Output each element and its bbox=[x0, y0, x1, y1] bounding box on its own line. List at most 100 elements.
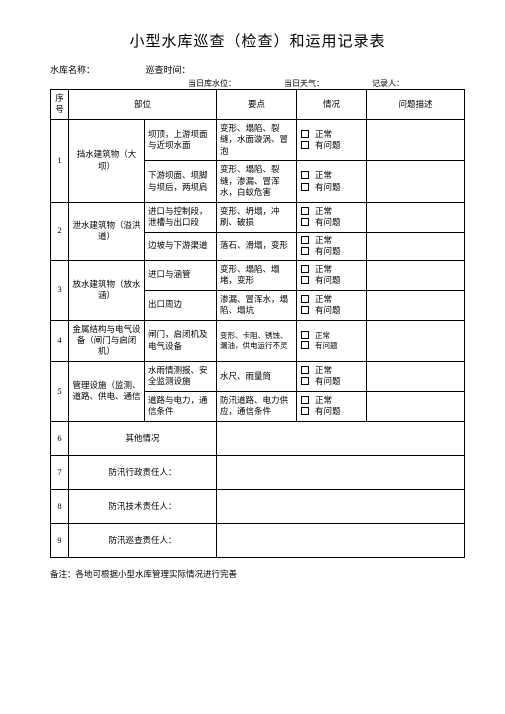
row-category: 放水建筑物（放水涵） bbox=[69, 260, 145, 320]
checkbox-icon[interactable] bbox=[301, 366, 309, 374]
checkbox-icon[interactable] bbox=[301, 130, 309, 138]
status-issue-line: 有问题 bbox=[299, 182, 364, 193]
row-label: 其他情况 bbox=[69, 421, 217, 455]
meta-row-2: 当日库水位： 当日天气： 记录人： bbox=[50, 78, 465, 89]
row-point: 道路与电力，通信条件 bbox=[145, 391, 217, 421]
status-issue-line: 有问题 bbox=[299, 406, 364, 417]
row-category: 金属结构与电气设备（闸门与启闭机） bbox=[69, 320, 145, 361]
checkbox-icon[interactable] bbox=[301, 331, 309, 339]
row-point: 下游坝面、坝脚与坝后，两坝肩 bbox=[145, 161, 217, 202]
row-desc bbox=[367, 161, 465, 202]
reservoir-name-label: 水库名称： bbox=[50, 63, 95, 76]
row-idx: 9 bbox=[51, 523, 69, 557]
row-desc bbox=[217, 421, 465, 455]
row-idx: 5 bbox=[51, 361, 69, 421]
status-issue-label: 有问题 bbox=[315, 376, 341, 386]
checkbox-icon[interactable] bbox=[301, 341, 309, 349]
checkbox-icon[interactable] bbox=[301, 407, 309, 415]
document-title: 小型水库巡查（检查）和运用记录表 bbox=[50, 30, 465, 51]
status-normal-label: 正常 bbox=[315, 365, 332, 375]
row-idx: 8 bbox=[51, 489, 69, 523]
hdr-focus: 要点 bbox=[217, 90, 297, 120]
checkbox-icon[interactable] bbox=[301, 207, 309, 215]
row-focus: 渗漏、冒浑水，塌陷、塌坑 bbox=[217, 290, 297, 320]
row-point: 闸门，启闭机及电气设备 bbox=[145, 320, 217, 361]
status-issue-label: 有问题 bbox=[315, 182, 341, 192]
status-normal-line: 正常 bbox=[299, 235, 364, 246]
row-label: 防汛技术责任人： bbox=[69, 489, 217, 523]
status-issue-line: 有问题 bbox=[299, 305, 364, 316]
row-desc bbox=[217, 489, 465, 523]
hdr-unit: 部位 bbox=[69, 90, 217, 120]
table-row: 1挡水建筑物（大坝）坝顶，上游坝面与近坝水面变形、塌陷、裂缝，水面漩涡、冒泡 正… bbox=[51, 119, 465, 160]
checkbox-icon[interactable] bbox=[301, 396, 309, 404]
status-normal-label: 正常 bbox=[315, 264, 332, 274]
checkbox-icon[interactable] bbox=[301, 171, 309, 179]
status-issue-label: 有问题 bbox=[315, 305, 341, 315]
row-idx: 1 bbox=[51, 119, 69, 202]
row-point: 出口周边 bbox=[145, 290, 217, 320]
table-row: 2泄水建筑物（溢洪道）进口与控制段，泄槽与出口段变形、坍塌，冲刷、破损 正常 有… bbox=[51, 202, 465, 232]
status-issue-line: 有问题 bbox=[299, 376, 364, 387]
status-cell: 正常 有问题 bbox=[297, 320, 367, 361]
status-normal-label: 正常 bbox=[315, 294, 332, 304]
row-point: 进口与涵管 bbox=[145, 260, 217, 290]
status-issue-line: 有问题 bbox=[299, 217, 364, 228]
row-desc bbox=[367, 260, 465, 290]
row-desc bbox=[367, 232, 465, 260]
water-level-label: 当日库水位： bbox=[188, 78, 236, 89]
row-idx: 4 bbox=[51, 320, 69, 361]
status-normal-label: 正常 bbox=[315, 395, 332, 405]
row-desc bbox=[217, 523, 465, 557]
checkbox-icon[interactable] bbox=[301, 247, 309, 255]
status-issue-line: 有问题 bbox=[299, 140, 364, 151]
status-issue-label: 有问题 bbox=[315, 140, 341, 150]
checkbox-icon[interactable] bbox=[301, 265, 309, 273]
status-normal-line: 正常 bbox=[299, 206, 364, 217]
status-normal-line: 正常 bbox=[299, 264, 364, 275]
checkbox-icon[interactable] bbox=[301, 183, 309, 191]
status-normal-label: 正常 bbox=[315, 170, 332, 180]
status-issue-label: 有问题 bbox=[315, 275, 341, 285]
row-focus: 变形、塌陷、塌堵，变形 bbox=[217, 260, 297, 290]
table-row: 5管理设施（监测、道路、供电、通信水雨情测报、安全监测设施水尺、雨量筒 正常 有… bbox=[51, 361, 465, 391]
status-issue-label: 有问题 bbox=[315, 341, 338, 350]
row-point: 边坡与下游渠道 bbox=[145, 232, 217, 260]
inspect-time-label: 巡查时间： bbox=[146, 63, 191, 76]
table-row: 9 防汛巡查责任人： bbox=[51, 523, 465, 557]
checkbox-icon[interactable] bbox=[301, 377, 309, 385]
status-cell: 正常 有问题 bbox=[297, 290, 367, 320]
status-normal-label: 正常 bbox=[315, 129, 332, 139]
status-cell: 正常 有问题 bbox=[297, 361, 367, 391]
row-idx: 7 bbox=[51, 455, 69, 489]
checkbox-icon[interactable] bbox=[301, 218, 309, 226]
status-issue-line: 有问题 bbox=[299, 246, 364, 257]
status-normal-label: 正常 bbox=[315, 206, 332, 216]
table-row: 4金属结构与电气设备（闸门与启闭机）闸门，启闭机及电气设备变形、卡阻、锈蚀、漏油… bbox=[51, 320, 465, 361]
row-category: 泄水建筑物（溢洪道） bbox=[69, 202, 145, 260]
status-issue-line: 有问题 bbox=[299, 275, 364, 286]
checkbox-icon[interactable] bbox=[301, 295, 309, 303]
checkbox-icon[interactable] bbox=[301, 141, 309, 149]
status-cell: 正常 有问题 bbox=[297, 119, 367, 160]
row-focus: 水尺、雨量筒 bbox=[217, 361, 297, 391]
row-category: 挡水建筑物（大坝） bbox=[69, 119, 145, 202]
row-desc bbox=[367, 391, 465, 421]
recorder-label: 记录人： bbox=[372, 78, 404, 89]
status-cell: 正常 有问题 bbox=[297, 161, 367, 202]
checkbox-icon[interactable] bbox=[301, 276, 309, 284]
row-point: 水雨情测报、安全监测设施 bbox=[145, 361, 217, 391]
inspection-table: 序号 部位 要点 情况 问题描述 1挡水建筑物（大坝）坝顶，上游坝面与近坝水面变… bbox=[50, 89, 465, 558]
checkbox-icon[interactable] bbox=[301, 306, 309, 314]
row-desc bbox=[367, 202, 465, 232]
row-desc bbox=[367, 119, 465, 160]
row-focus: 变形、坍塌，冲刷、破损 bbox=[217, 202, 297, 232]
status-normal-line: 正常 bbox=[299, 294, 364, 305]
checkbox-icon[interactable] bbox=[301, 236, 309, 244]
status-normal-line: 正常 bbox=[299, 129, 364, 140]
status-cell: 正常 有问题 bbox=[297, 391, 367, 421]
table-row: 6 其他情况 bbox=[51, 421, 465, 455]
table-row: 3放水建筑物（放水涵）进口与涵管变形、塌陷、塌堵，变形 正常 有问题 bbox=[51, 260, 465, 290]
row-category: 管理设施（监测、道路、供电、通信 bbox=[69, 361, 145, 421]
weather-label: 当日天气： bbox=[284, 78, 324, 89]
